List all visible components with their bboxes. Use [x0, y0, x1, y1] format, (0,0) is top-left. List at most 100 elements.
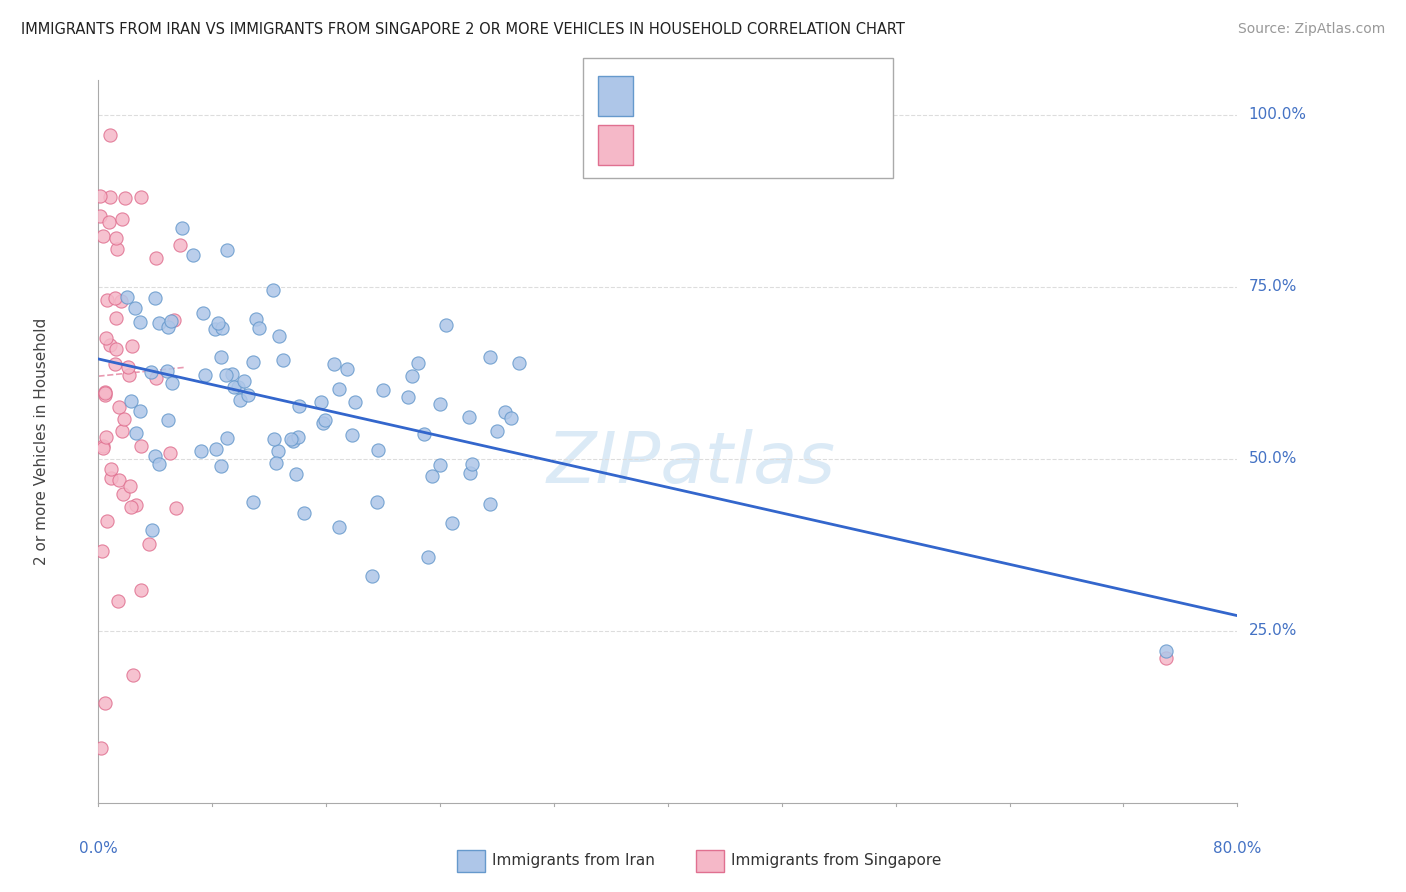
Point	[129, 315, 152, 329]
Point	[181, 247, 204, 261]
Point	[117, 360, 139, 375]
Point	[105, 242, 128, 256]
Point	[288, 400, 311, 414]
Text: R =   0.141   N = 54: R = 0.141 N = 54	[643, 136, 810, 153]
Point	[222, 380, 245, 394]
Point	[141, 523, 163, 537]
Point	[118, 368, 141, 382]
Point	[124, 426, 146, 441]
Text: IMMIGRANTS FROM IRAN VS IMMIGRANTS FROM SINGAPORE 2 OR MORE VEHICLES IN HOUSEHOL: IMMIGRANTS FROM IRAN VS IMMIGRANTS FROM …	[21, 22, 905, 37]
Point	[128, 404, 150, 418]
Point	[418, 550, 440, 565]
Point	[145, 371, 167, 385]
Point	[124, 301, 146, 316]
Text: 25.0%: 25.0%	[1249, 624, 1298, 639]
Point	[508, 356, 530, 370]
Point	[90, 740, 112, 755]
Point	[413, 426, 436, 441]
Point	[494, 405, 516, 419]
Point	[104, 291, 127, 305]
Point	[89, 209, 111, 223]
Point	[107, 594, 129, 608]
Point	[323, 357, 346, 371]
Point	[122, 667, 145, 681]
Text: 75.0%: 75.0%	[1249, 279, 1298, 294]
Point	[226, 380, 249, 394]
Point	[1154, 644, 1177, 658]
Point	[118, 479, 141, 493]
Point	[98, 215, 121, 229]
Point	[479, 351, 502, 365]
Point	[143, 291, 166, 305]
Point	[441, 516, 464, 530]
Point	[460, 466, 482, 480]
Point	[401, 369, 423, 384]
Point	[94, 388, 117, 402]
Point	[94, 430, 117, 444]
Point	[114, 191, 136, 205]
Point	[112, 487, 135, 501]
Point	[229, 392, 252, 407]
Point	[429, 458, 451, 472]
Point	[429, 397, 451, 411]
Point	[104, 310, 127, 325]
Point	[156, 320, 179, 334]
Point	[129, 439, 152, 453]
Point	[281, 434, 304, 449]
Text: 80.0%: 80.0%	[1213, 840, 1261, 855]
Point	[93, 385, 115, 400]
Point	[263, 283, 285, 297]
Point	[91, 439, 114, 453]
Point	[217, 431, 239, 445]
Point	[191, 306, 214, 320]
Point	[163, 313, 186, 327]
Point	[420, 469, 443, 483]
Point	[486, 424, 509, 438]
Point	[499, 410, 522, 425]
Point	[94, 330, 117, 344]
Point	[311, 416, 333, 430]
Text: R = -0.344   N = 86: R = -0.344 N = 86	[643, 87, 806, 104]
Point	[344, 394, 367, 409]
Point	[91, 229, 114, 244]
Point	[100, 462, 122, 476]
Point	[112, 411, 135, 425]
Point	[170, 221, 193, 235]
Point	[242, 494, 264, 508]
Point	[294, 506, 316, 520]
Point	[328, 382, 350, 396]
Point	[408, 356, 430, 370]
Point	[110, 424, 132, 438]
Text: 50.0%: 50.0%	[1249, 451, 1298, 467]
Point	[157, 412, 180, 426]
Point	[100, 471, 122, 485]
Point	[155, 364, 177, 378]
Point	[434, 318, 457, 332]
Point	[117, 289, 139, 303]
Point	[93, 697, 115, 711]
Point	[287, 430, 309, 444]
Point	[361, 568, 384, 582]
Point	[211, 321, 233, 335]
Point	[125, 498, 148, 512]
Point	[373, 383, 395, 397]
Point	[121, 338, 143, 352]
Point	[233, 375, 256, 389]
Point	[190, 443, 212, 458]
Point	[396, 390, 419, 404]
Point	[236, 388, 259, 402]
Point	[461, 457, 484, 471]
Point	[336, 362, 359, 376]
Point	[194, 368, 217, 382]
Point	[159, 446, 181, 460]
Point	[145, 251, 167, 265]
Point	[110, 293, 132, 308]
Point	[98, 337, 121, 351]
Point	[93, 385, 115, 400]
Point	[120, 500, 142, 514]
Point	[160, 314, 183, 328]
Text: Immigrants from Iran: Immigrants from Iran	[492, 854, 655, 868]
Point	[1154, 651, 1177, 665]
Point	[309, 394, 332, 409]
Point	[138, 537, 160, 551]
